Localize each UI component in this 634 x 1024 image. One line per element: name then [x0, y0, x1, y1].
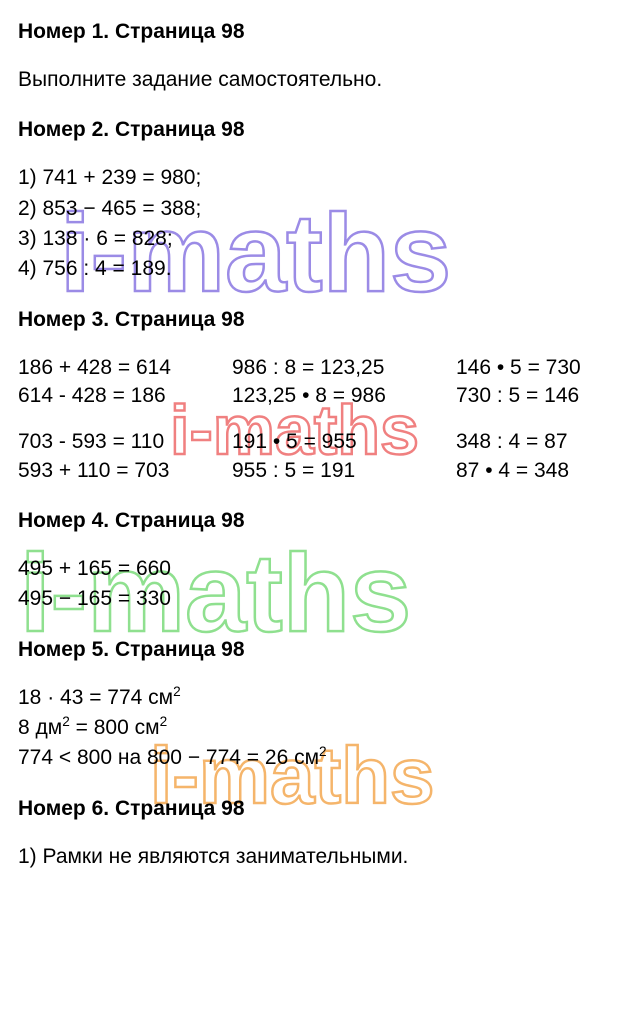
section-3-title: Номер 3. Страница 98 [18, 308, 616, 332]
section-1-body: Выполните задание самостоятельно. [18, 66, 616, 94]
s6-line-1: 1) Рамки не являются занимательными. [18, 843, 616, 871]
cell: 955 : 5 = 191 [232, 457, 442, 485]
s3-grid1-row2: 614 - 428 = 186 123,25 • 8 = 986 730 : 5… [18, 382, 616, 410]
cell: 191 • 5 = 955 [232, 428, 442, 456]
cell: 87 • 4 = 348 [456, 457, 616, 485]
text: 18 · 43 = 774 см [18, 686, 173, 709]
cell: 593 + 110 = 703 [18, 457, 218, 485]
s2-line-3: 3) 138 · 6 = 828; [18, 225, 616, 253]
section-5-title: Номер 5. Страница 98 [18, 638, 616, 662]
s5-line-2: 8 дм2 = 800 см2 [18, 714, 616, 742]
cell: 730 : 5 = 146 [456, 382, 616, 410]
s2-line-4: 4) 756 : 4 = 189. [18, 255, 616, 283]
s2-line-1: 1) 741 + 239 = 980; [18, 164, 616, 192]
document-page: i-mathsi-mathsi-mathsi-maths Номер 1. Ст… [0, 0, 634, 1024]
s4-line-2: 495 − 165 = 330 [18, 585, 616, 613]
cell: 123,25 • 8 = 986 [232, 382, 442, 410]
cell: 614 - 428 = 186 [18, 382, 218, 410]
cell: 146 • 5 = 730 [456, 354, 616, 382]
sup: 2 [319, 744, 327, 759]
s5-line-1: 18 · 43 = 774 см2 [18, 684, 616, 712]
cell: 348 : 4 = 87 [456, 428, 616, 456]
section-2-title: Номер 2. Страница 98 [18, 118, 616, 142]
s3-grid1-row1: 186 + 428 = 614 986 : 8 = 123,25 146 • 5… [18, 354, 616, 382]
section-4-title: Номер 4. Страница 98 [18, 509, 616, 533]
cell: 703 - 593 = 110 [18, 428, 218, 456]
content: Номер 1. Страница 98 Выполните задание с… [18, 20, 616, 871]
s4-line-1: 495 + 165 = 660 [18, 555, 616, 583]
sup: 2 [62, 714, 70, 729]
text: 8 дм [18, 716, 62, 739]
text: 774 < 800 на 800 − 774 = 26 см [18, 746, 319, 769]
section-6-title: Номер 6. Страница 98 [18, 797, 616, 821]
s3-grid2-row2: 593 + 110 = 703 955 : 5 = 191 87 • 4 = 3… [18, 457, 616, 485]
text: = 800 см [70, 716, 160, 739]
s3-grid2-row1: 703 - 593 = 110 191 • 5 = 955 348 : 4 = … [18, 428, 616, 456]
cell: 986 : 8 = 123,25 [232, 354, 442, 382]
sup: 2 [173, 684, 181, 699]
cell: 186 + 428 = 614 [18, 354, 218, 382]
s5-line-3: 774 < 800 на 800 − 774 = 26 см2 [18, 744, 616, 772]
section-1-title: Номер 1. Страница 98 [18, 20, 616, 44]
s2-line-2: 2) 853 − 465 = 388; [18, 195, 616, 223]
sup: 2 [160, 714, 168, 729]
